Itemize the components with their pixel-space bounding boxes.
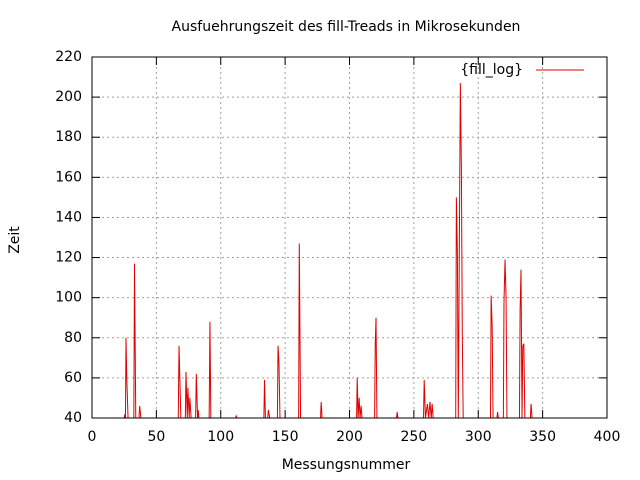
y-tick-label: 120 [55, 250, 82, 266]
y-tick-label: 80 [64, 330, 82, 346]
y-tick-label: 100 [55, 290, 82, 306]
x-tick-label: 400 [594, 429, 621, 445]
y-axis-label: Zeit [7, 226, 23, 254]
x-tick-label: 50 [147, 429, 165, 445]
data-line [93, 83, 537, 418]
x-tick-label: 100 [207, 429, 234, 445]
grid [91, 56, 608, 419]
x-tick-label: 200 [336, 429, 363, 445]
y-tick-label: 40 [64, 410, 82, 426]
ticks: 40 60 80 100 120 140 160 180 200 220 0 50 100 150 200 2… [55, 49, 620, 445]
y-tick-label: 200 [55, 89, 82, 105]
y-tick-label: 180 [55, 129, 82, 145]
y-tick-label: 160 [55, 169, 82, 185]
x-tick-label: 0 [88, 429, 97, 445]
x-axis-label: Messungsnummer [282, 457, 411, 473]
x-tick-label: 250 [401, 429, 428, 445]
y-tick-label: 140 [55, 209, 82, 225]
x-tick-label: 300 [465, 429, 492, 445]
x-tick-label: 150 [272, 429, 299, 445]
y-tick-label: 60 [64, 370, 82, 386]
plot-area [93, 83, 537, 418]
y-tick-label: 220 [55, 49, 82, 65]
legend: {fill_log} [460, 62, 584, 78]
legend-label: {fill_log} [460, 62, 523, 78]
chart-title: Ausfuehrungszeit des fill-Treads in Mikr… [172, 19, 521, 35]
x-tick-label: 350 [529, 429, 556, 445]
